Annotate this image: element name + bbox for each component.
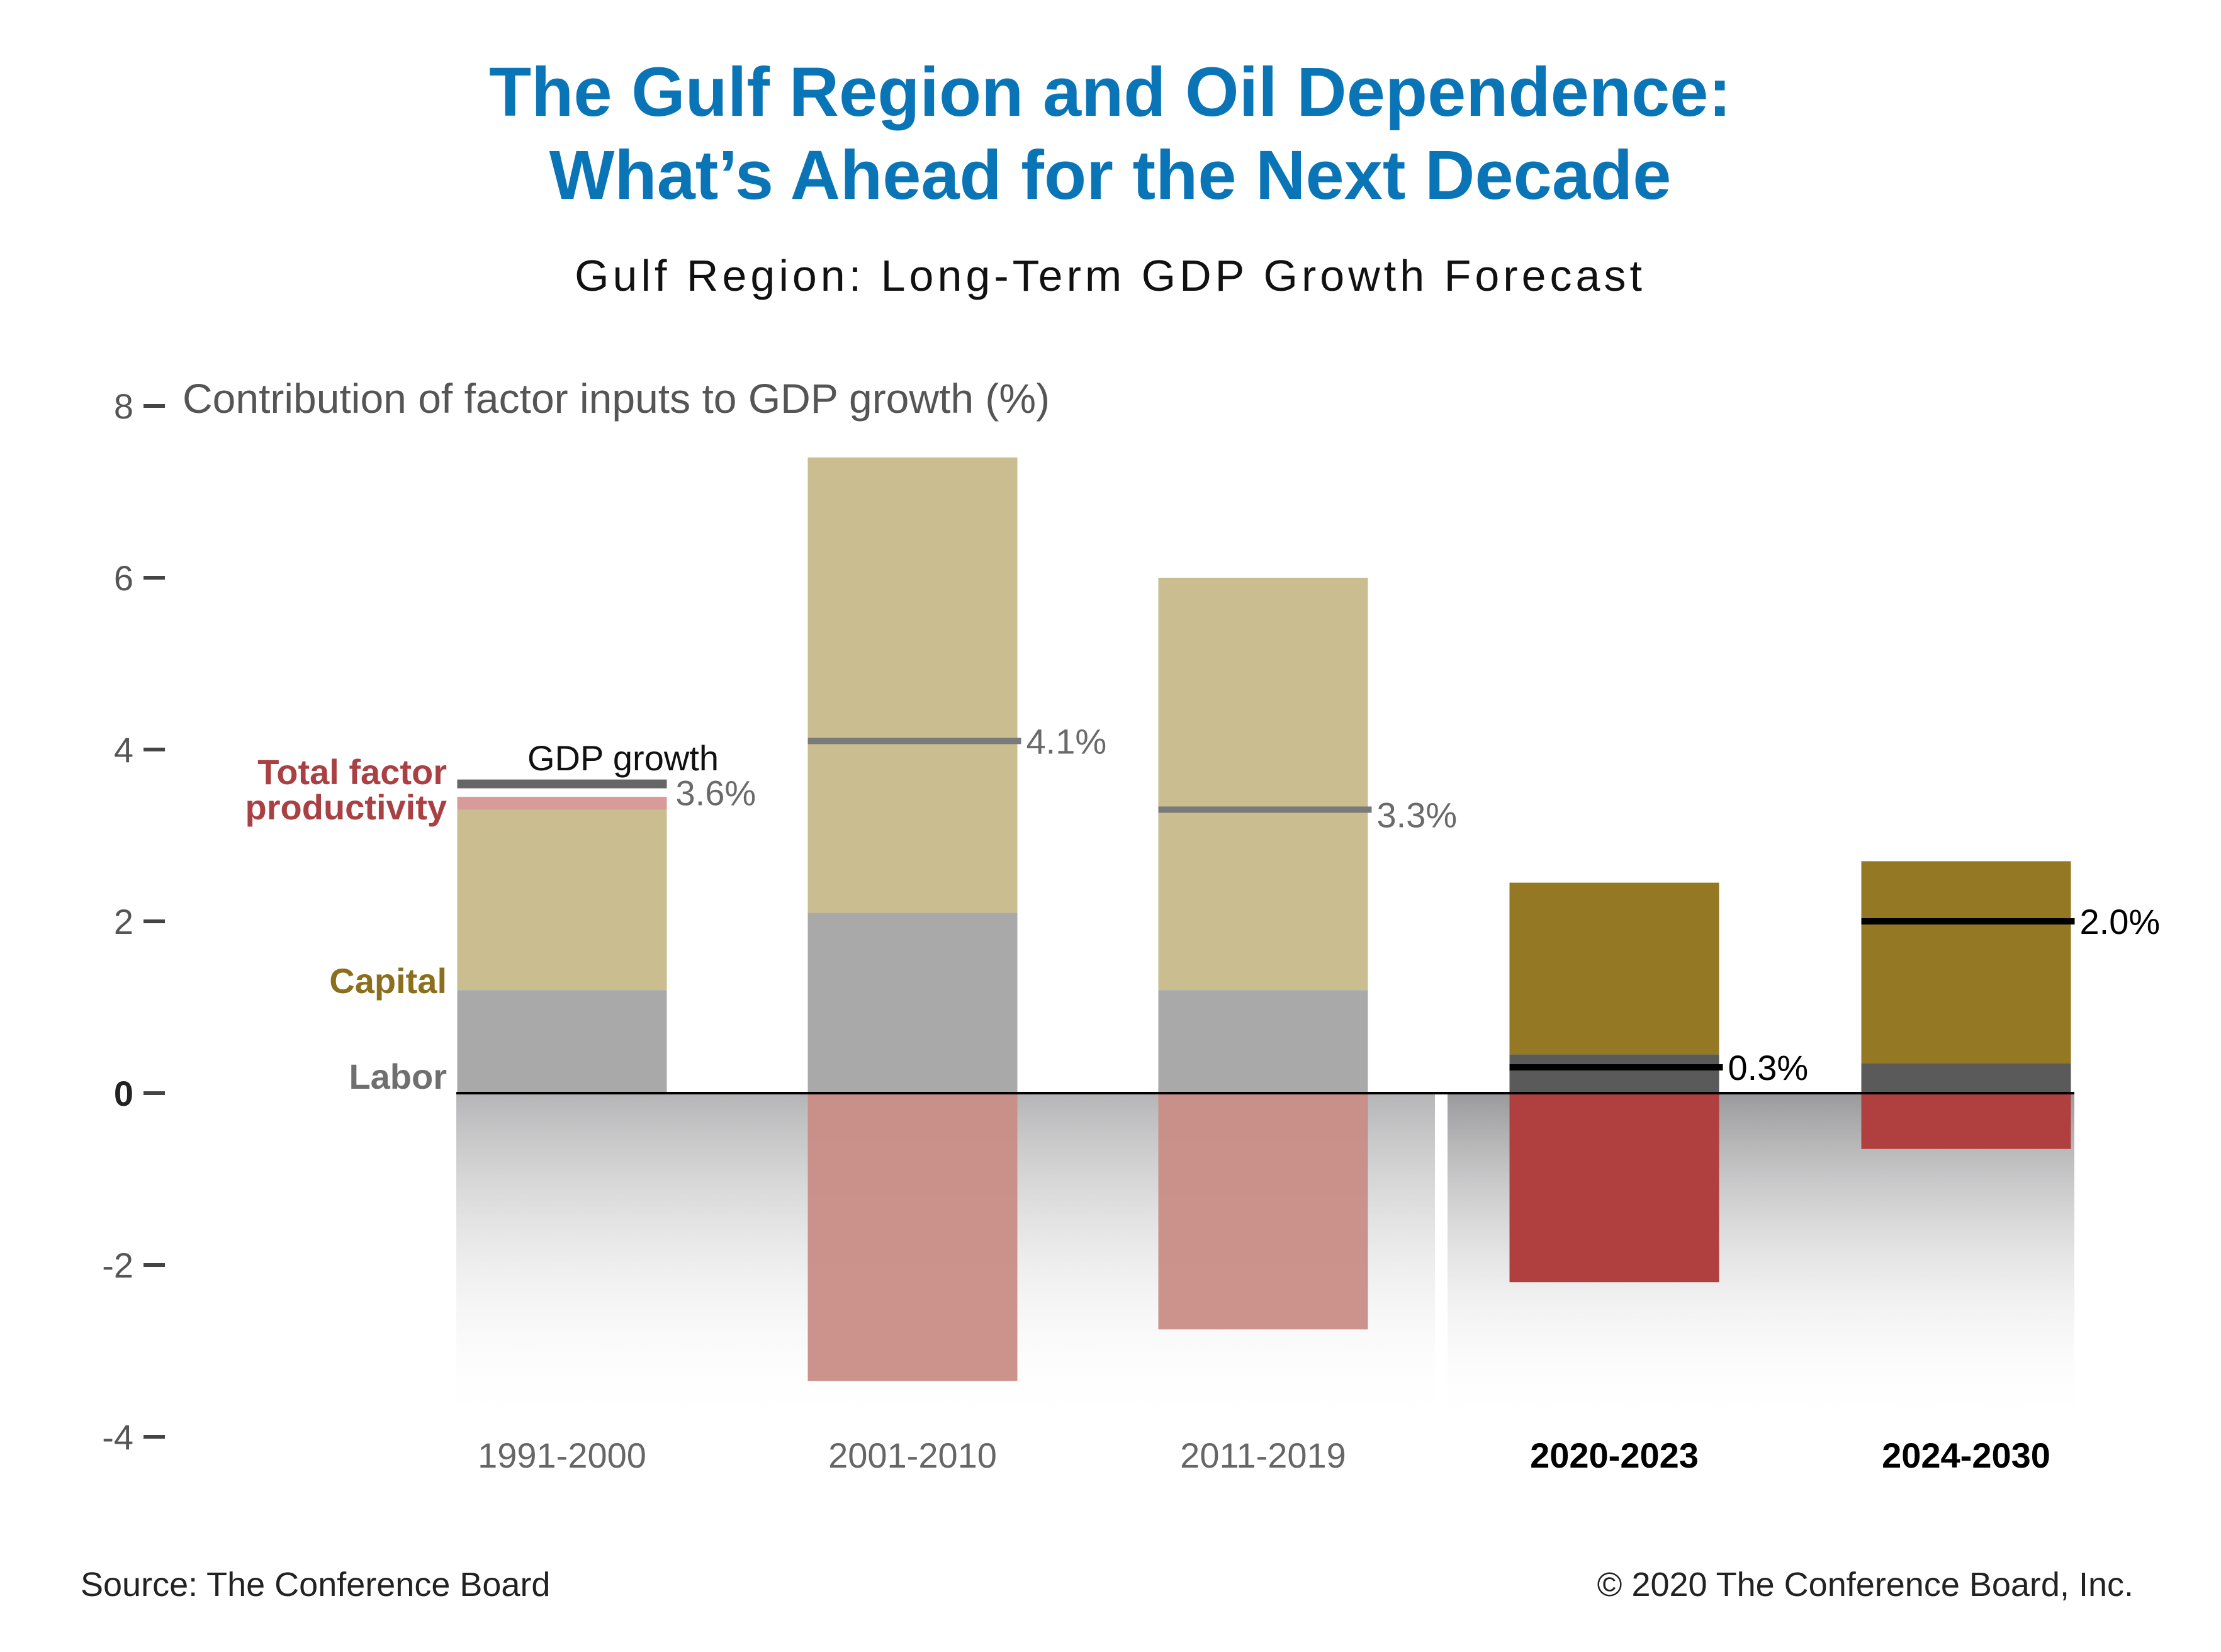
bar-labor-2011-2019: [1158, 990, 1368, 1093]
x-axis: 1991-2000 2001-2010 2011-2019 2020-2023 2024…: [478, 1436, 2050, 1475]
legend-tfp-line2: productivity: [245, 787, 447, 827]
y-tick-label: -2: [102, 1245, 133, 1285]
x-tick-label: 2024-2030: [1882, 1436, 2050, 1475]
gdp-value-2001-2010: 4.1%: [1026, 721, 1107, 761]
bar-labor-2020-2023: [1509, 1054, 1719, 1093]
x-tick-label: 2001-2010: [828, 1436, 997, 1475]
y-tick-label: 6: [114, 558, 133, 598]
y-axis: -4 -2 0 2 4 6 8: [102, 386, 165, 1457]
bar-tfp-2024-2030: [1861, 1093, 2071, 1149]
gdp-value-2011-2019: 3.3%: [1377, 795, 1458, 835]
x-tick-label: 2020-2023: [1530, 1436, 1699, 1475]
y-tick-label: -4: [102, 1417, 133, 1457]
gdp-growth-lines: 3.6% 4.1% 3.3% 0.3% 2.0%: [457, 721, 2161, 1087]
legend-labor: Labor: [349, 1057, 447, 1096]
gdp-value-1991-2000: 3.6%: [676, 773, 756, 813]
legend-capital: Capital: [329, 961, 447, 1001]
bar-capital-1991-2000: [457, 809, 667, 991]
bar-tfp-2001-2010: [807, 1093, 1018, 1381]
chart-title-line2: What’s Ahead for the Next Decade: [549, 137, 1672, 214]
bar-capital-2011-2019: [1158, 578, 1368, 991]
bar-capital-2024-2030: [1861, 861, 2071, 1064]
y-tick-label: 2: [114, 902, 133, 941]
bar-labor-2024-2030: [1861, 1063, 2071, 1093]
bar-labor-1991-2000: [457, 990, 667, 1093]
x-tick-label: 1991-2000: [478, 1436, 646, 1475]
chart-title-line1: The Gulf Region and Oil Dependence:: [489, 53, 1731, 131]
bar-labor-2001-2010: [807, 913, 1018, 1093]
chart-subtitle: Gulf Region: Long-Term GDP Growth Foreca…: [575, 251, 1646, 300]
y-tick-label: 4: [114, 730, 133, 770]
gdp-value-2020-2023: 0.3%: [1728, 1048, 1809, 1087]
source-note: Source: The Conference Board: [81, 1566, 550, 1604]
bar-tfp-2011-2019: [1158, 1093, 1368, 1330]
bar-tfp-1991-2000: [457, 797, 667, 810]
bar-capital-2001-2010: [807, 457, 1018, 913]
legend-gdp-growth: GDP growth: [527, 738, 719, 778]
bar-capital-2020-2023: [1509, 882, 1719, 1055]
y-axis-label: Contribution of factor inputs to GDP gro…: [183, 375, 1050, 422]
x-tick-label: 2011-2019: [1180, 1436, 1346, 1475]
legend-tfp-line1: Total factor: [257, 752, 447, 792]
y-tick-label: 8: [114, 386, 133, 426]
copyright-note: © 2020 The Conference Board, Inc.: [1597, 1566, 2134, 1604]
bar-tfp-2020-2023: [1509, 1093, 1719, 1283]
bars-group: [457, 457, 2071, 1381]
y-tick-label: 0: [114, 1074, 133, 1113]
gdp-value-2024-2030: 2.0%: [2080, 902, 2161, 941]
